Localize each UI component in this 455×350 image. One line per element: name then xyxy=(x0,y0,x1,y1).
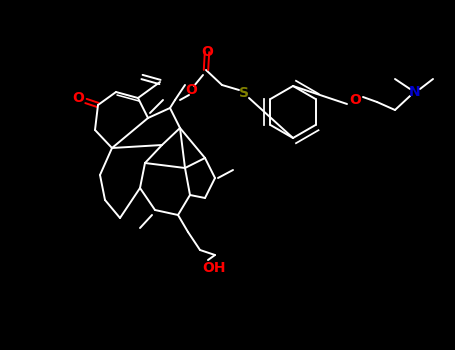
Text: OH: OH xyxy=(202,261,226,275)
Text: O: O xyxy=(185,83,197,97)
Text: O: O xyxy=(201,45,213,59)
Text: N: N xyxy=(409,85,421,99)
Text: O: O xyxy=(72,91,84,105)
Text: O: O xyxy=(349,93,361,107)
Text: S: S xyxy=(239,86,249,100)
